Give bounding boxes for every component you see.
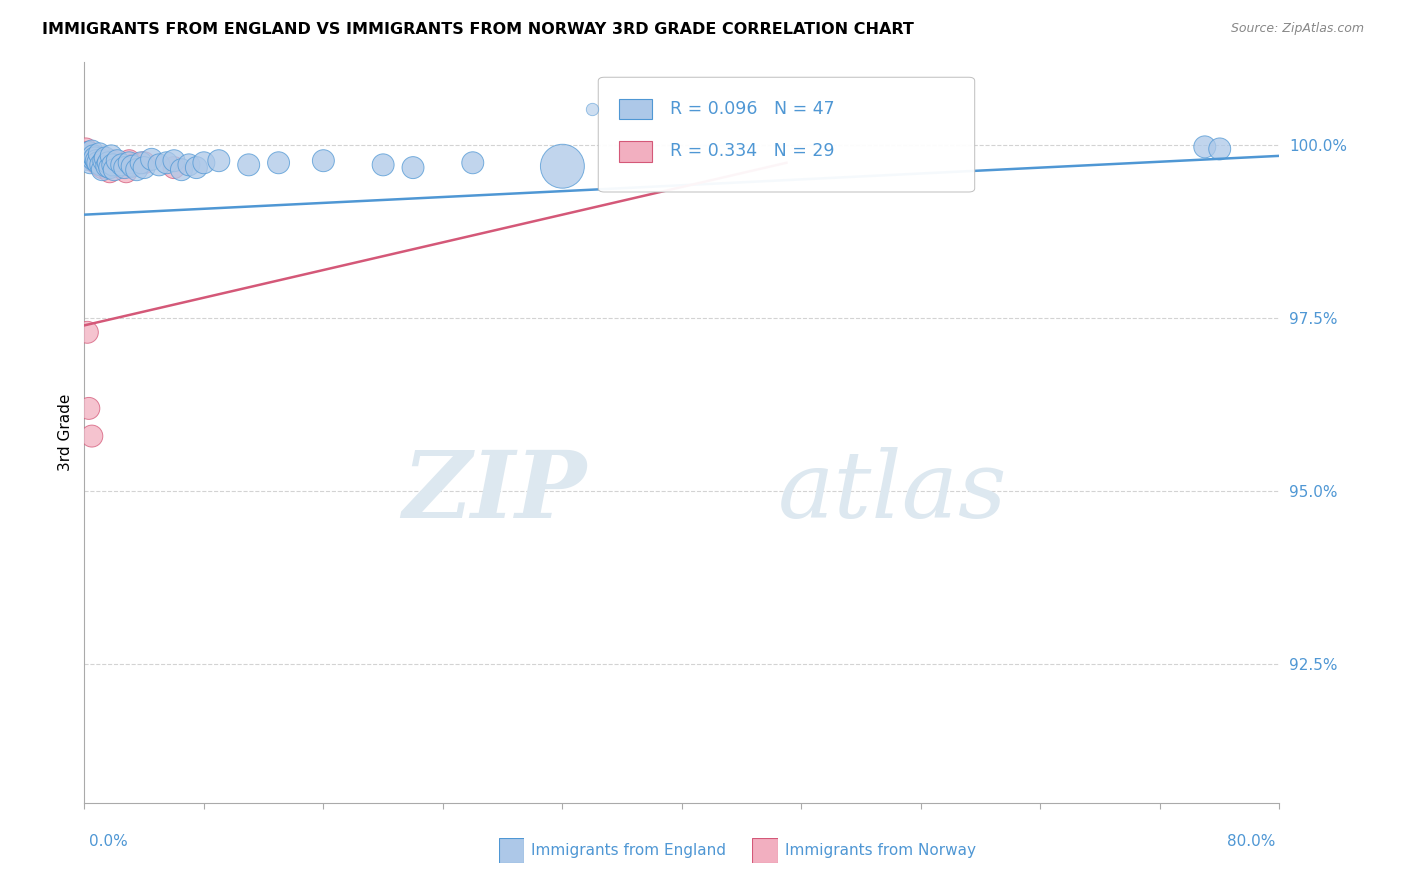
- Point: [193, 155, 215, 169]
- Point: [79, 146, 101, 161]
- Point: [87, 153, 110, 167]
- Point: [79, 155, 101, 169]
- Point: [89, 158, 111, 172]
- Point: [97, 155, 120, 169]
- Point: [93, 153, 115, 168]
- Point: [111, 161, 134, 175]
- Point: [101, 158, 124, 172]
- Point: [129, 155, 152, 169]
- Point: [80, 144, 103, 158]
- Point: [148, 158, 170, 172]
- Point: [91, 161, 114, 175]
- Point: [90, 158, 112, 172]
- Point: [80, 151, 103, 165]
- Point: [82, 153, 104, 167]
- Text: 0.0%: 0.0%: [89, 834, 128, 849]
- Point: [93, 155, 115, 169]
- Point: [97, 155, 120, 169]
- Point: [98, 161, 121, 175]
- FancyBboxPatch shape: [599, 78, 974, 192]
- Point: [98, 165, 121, 179]
- Point: [1209, 142, 1232, 156]
- Point: [100, 149, 122, 163]
- Point: [118, 153, 141, 168]
- Point: [76, 145, 98, 160]
- Point: [115, 165, 138, 179]
- Point: [96, 159, 118, 173]
- Point: [121, 159, 143, 173]
- Text: atlas: atlas: [778, 447, 1007, 537]
- Point: [94, 158, 117, 172]
- Point: [1194, 140, 1216, 154]
- FancyBboxPatch shape: [619, 141, 652, 161]
- Point: [86, 153, 108, 168]
- Point: [125, 162, 148, 177]
- Point: [114, 161, 136, 175]
- Point: [105, 153, 128, 168]
- Point: [186, 161, 208, 175]
- Text: Source: ZipAtlas.com: Source: ZipAtlas.com: [1230, 22, 1364, 36]
- Text: 80.0%: 80.0%: [1227, 834, 1275, 849]
- Point: [94, 151, 117, 165]
- Point: [76, 149, 98, 163]
- Point: [86, 155, 108, 169]
- Text: R = 0.096   N = 47: R = 0.096 N = 47: [671, 100, 835, 118]
- Point: [132, 161, 156, 175]
- Text: Immigrants from England: Immigrants from England: [531, 844, 727, 858]
- Point: [373, 158, 395, 172]
- Point: [96, 161, 118, 175]
- Point: [267, 155, 290, 169]
- Point: [709, 574, 731, 589]
- Point: [103, 158, 125, 172]
- Point: [91, 162, 114, 177]
- Point: [111, 158, 134, 172]
- Point: [82, 153, 104, 168]
- Y-axis label: 3rd Grade: 3rd Grade: [58, 394, 73, 471]
- Point: [170, 162, 193, 177]
- Point: [103, 162, 125, 177]
- Point: [177, 158, 200, 172]
- Point: [122, 158, 145, 172]
- Point: [77, 149, 100, 163]
- Point: [75, 153, 97, 167]
- Point: [163, 161, 186, 175]
- Point: [83, 149, 105, 163]
- Point: [83, 151, 105, 165]
- Point: [80, 429, 103, 443]
- Point: [76, 326, 98, 340]
- Point: [312, 153, 335, 168]
- Point: [461, 155, 484, 169]
- Point: [105, 155, 128, 169]
- Point: [141, 153, 163, 167]
- FancyBboxPatch shape: [619, 99, 652, 120]
- Point: [551, 159, 574, 173]
- Point: [402, 161, 425, 175]
- Text: R = 0.334   N = 29: R = 0.334 N = 29: [671, 143, 834, 161]
- Point: [208, 153, 231, 168]
- Point: [90, 153, 112, 168]
- Text: IMMIGRANTS FROM ENGLAND VS IMMIGRANTS FROM NORWAY 3RD GRADE CORRELATION CHART: IMMIGRANTS FROM ENGLAND VS IMMIGRANTS FR…: [42, 22, 914, 37]
- Point: [77, 401, 100, 416]
- Point: [155, 155, 177, 169]
- Point: [118, 155, 141, 169]
- Point: [89, 146, 111, 161]
- Point: [238, 158, 260, 172]
- Text: Immigrants from Norway: Immigrants from Norway: [785, 844, 976, 858]
- Point: [163, 153, 186, 168]
- Point: [75, 142, 97, 156]
- Point: [132, 155, 156, 169]
- Point: [100, 153, 122, 168]
- Text: ZIP: ZIP: [402, 447, 586, 537]
- Point: [82, 149, 104, 163]
- Point: [77, 145, 100, 160]
- Point: [87, 155, 110, 169]
